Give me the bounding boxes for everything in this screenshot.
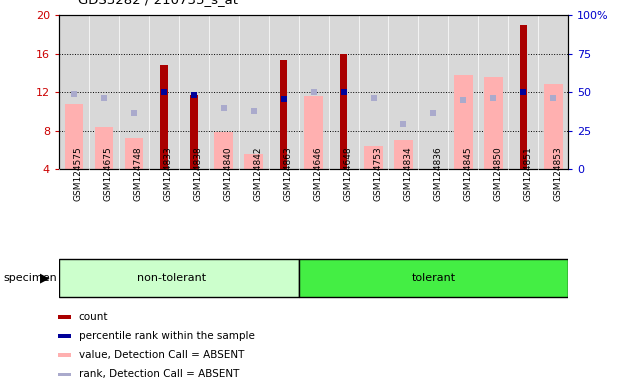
Bar xyxy=(214,132,233,169)
Text: GSM124836: GSM124836 xyxy=(433,146,442,201)
Bar xyxy=(65,104,83,169)
Bar xyxy=(58,315,71,319)
Text: rank, Detection Call = ABSENT: rank, Detection Call = ABSENT xyxy=(78,369,239,379)
Bar xyxy=(304,96,323,169)
Text: value, Detection Call = ABSENT: value, Detection Call = ABSENT xyxy=(78,350,244,360)
Text: specimen: specimen xyxy=(3,273,57,283)
Bar xyxy=(484,77,502,169)
Text: count: count xyxy=(78,312,108,322)
Bar xyxy=(520,25,527,169)
Text: tolerant: tolerant xyxy=(411,273,455,283)
Bar xyxy=(280,60,288,169)
Text: GSM124840: GSM124840 xyxy=(224,146,233,201)
Text: GSM124675: GSM124675 xyxy=(104,146,113,201)
Text: GSM124748: GSM124748 xyxy=(134,146,143,201)
Text: GSM124851: GSM124851 xyxy=(524,146,532,201)
Bar xyxy=(454,75,473,169)
Text: GDS3282 / 210735_s_at: GDS3282 / 210735_s_at xyxy=(78,0,238,6)
FancyBboxPatch shape xyxy=(59,260,299,297)
Bar xyxy=(58,372,71,376)
Text: GSM124575: GSM124575 xyxy=(74,146,83,201)
Text: GSM124648: GSM124648 xyxy=(343,146,353,201)
Bar xyxy=(245,154,263,169)
Text: GSM124842: GSM124842 xyxy=(254,146,263,200)
Text: GSM124838: GSM124838 xyxy=(194,146,203,201)
Text: GSM124850: GSM124850 xyxy=(493,146,502,201)
Text: GSM124753: GSM124753 xyxy=(373,146,383,201)
Bar xyxy=(394,140,413,169)
Text: GSM124853: GSM124853 xyxy=(553,146,562,201)
Text: ▶: ▶ xyxy=(40,272,50,285)
Bar xyxy=(340,54,347,169)
Bar xyxy=(94,127,113,169)
Text: GSM124834: GSM124834 xyxy=(404,146,412,201)
FancyBboxPatch shape xyxy=(299,260,568,297)
Bar xyxy=(190,95,197,169)
Bar xyxy=(58,353,71,357)
Text: GSM124863: GSM124863 xyxy=(284,146,292,201)
Text: GSM124833: GSM124833 xyxy=(164,146,173,201)
Bar xyxy=(160,65,168,169)
Bar xyxy=(544,84,563,169)
Text: GSM124845: GSM124845 xyxy=(463,146,473,201)
Bar xyxy=(125,138,143,169)
Text: non-tolerant: non-tolerant xyxy=(137,273,206,283)
Text: percentile rank within the sample: percentile rank within the sample xyxy=(78,331,255,341)
Bar xyxy=(58,334,71,338)
Bar xyxy=(365,146,383,169)
Text: GSM124646: GSM124646 xyxy=(314,146,322,201)
